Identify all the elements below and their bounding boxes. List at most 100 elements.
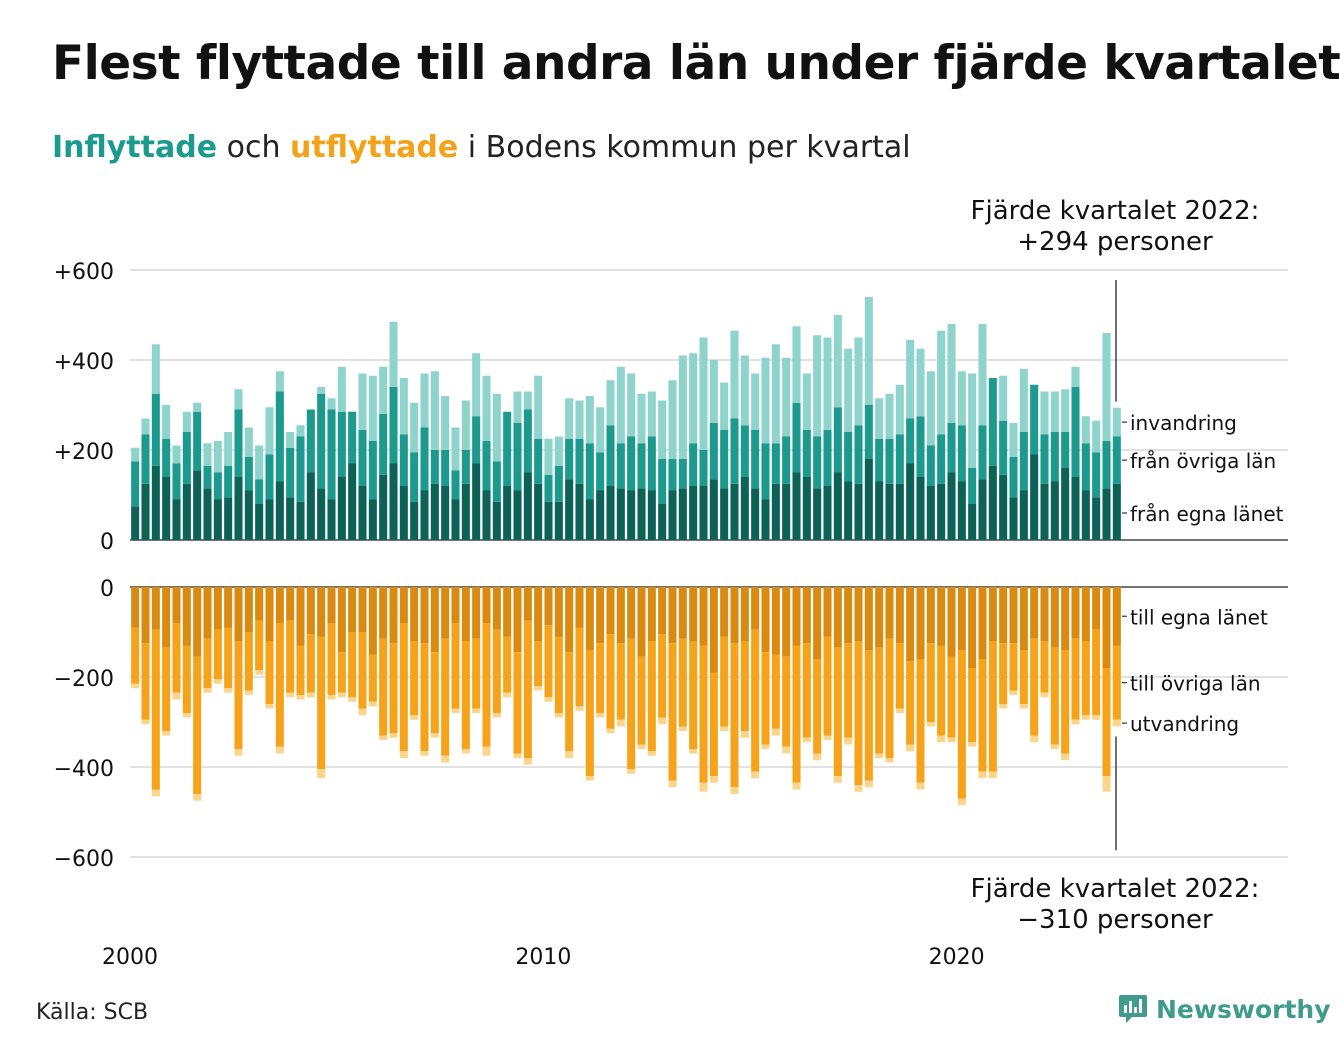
bar-out-other-counties — [596, 643, 605, 713]
bar-out-own-county — [193, 587, 202, 657]
bar-in-immigration — [844, 348, 853, 432]
bar-out-emigration — [1092, 715, 1101, 720]
bar-out-other-counties — [151, 629, 160, 790]
bar-in-other-counties — [337, 411, 346, 477]
bar-out-emigration — [575, 706, 584, 711]
bar-out-own-county — [286, 587, 295, 621]
bar-in-other-counties — [534, 438, 543, 484]
bar-out-own-county — [575, 587, 584, 628]
bar-out-own-county — [751, 587, 760, 630]
bar-in-own-county — [141, 483, 150, 540]
bar-in-immigration — [792, 326, 801, 403]
bar-in-other-counties — [916, 416, 925, 477]
bar-out-other-counties — [203, 638, 212, 689]
bar-out-own-county — [616, 587, 625, 644]
bar-out-emigration — [1112, 719, 1121, 727]
bar-in-other-counties — [937, 434, 946, 484]
bar-in-own-county — [193, 470, 202, 540]
y-tick-label-top: +600 — [54, 260, 114, 285]
bar-out-emigration — [637, 744, 646, 749]
bar-in-other-counties — [296, 436, 305, 502]
bar-in-own-county — [916, 477, 925, 540]
bar-out-other-counties — [162, 647, 171, 731]
series-label-in: invandring — [1130, 411, 1237, 435]
bar-out-own-county — [348, 587, 357, 632]
bar-out-emigration — [327, 695, 336, 700]
bar-out-other-counties — [792, 645, 801, 783]
bar-out-other-counties — [740, 641, 749, 731]
bar-in-immigration — [627, 373, 636, 437]
bar-in-immigration — [1040, 391, 1049, 435]
bar-out-other-counties — [730, 643, 739, 788]
bar-out-own-county — [709, 587, 718, 673]
bar-in-immigration — [286, 432, 295, 448]
bar-out-own-county — [131, 587, 140, 628]
subtitle-och: och — [217, 130, 290, 165]
bar-out-own-county — [399, 587, 408, 623]
bar-in-own-county — [1040, 483, 1049, 540]
bar-in-other-counties — [678, 459, 687, 489]
bar-in-other-counties — [668, 459, 677, 491]
bar-out-emigration — [151, 789, 160, 797]
bar-out-own-county — [771, 587, 780, 655]
bar-in-immigration — [709, 360, 718, 423]
bar-in-own-county — [1102, 488, 1111, 540]
bar-out-other-counties — [782, 656, 791, 747]
bar-out-own-county — [585, 587, 594, 650]
bar-out-own-county — [968, 587, 977, 668]
bar-in-own-county — [813, 488, 822, 540]
bar-out-emigration — [978, 771, 987, 779]
bar-out-emigration — [585, 776, 594, 781]
series-label-out: till övriga län — [1130, 672, 1261, 696]
bar-out-emigration — [699, 782, 708, 792]
series-label-out: till egna länet — [1130, 605, 1268, 629]
bar-out-own-county — [1102, 587, 1111, 668]
bar-out-other-counties — [482, 623, 491, 747]
bar-in-own-county — [255, 504, 264, 540]
bar-in-own-county — [1112, 483, 1121, 540]
bar-in-immigration — [389, 321, 398, 387]
bar-in-immigration — [978, 324, 987, 426]
bar-in-other-counties — [1081, 443, 1090, 491]
bar-in-immigration — [420, 373, 429, 428]
bar-in-own-county — [761, 499, 770, 540]
bar-out-emigration — [813, 753, 822, 761]
bar-out-emigration — [492, 713, 501, 718]
bar-in-own-county — [885, 483, 894, 540]
annotation-bottom-line2: −310 personer — [1017, 905, 1213, 935]
bar-out-own-county — [544, 587, 553, 626]
bar-in-other-counties — [492, 461, 501, 502]
bar-in-own-county — [358, 486, 367, 540]
bar-out-other-counties — [441, 638, 450, 756]
bar-out-own-county — [244, 587, 253, 632]
bar-out-emigration — [647, 751, 656, 756]
bar-out-other-counties — [575, 627, 584, 707]
bar-out-emigration — [1071, 719, 1080, 725]
bar-out-other-counties — [193, 656, 202, 794]
bar-out-other-counties — [327, 623, 336, 695]
subtitle-utflyttade: utflyttade — [290, 130, 459, 165]
bar-in-own-county — [606, 486, 615, 540]
bar-out-emigration — [131, 683, 140, 689]
bar-out-own-county — [730, 587, 739, 644]
bar-out-other-counties — [926, 643, 935, 722]
bar-in-immigration — [1071, 366, 1080, 387]
bar-out-own-county — [534, 587, 543, 641]
bar-out-other-counties — [957, 650, 966, 799]
bar-out-own-county — [906, 587, 915, 662]
bar-in-other-counties — [885, 438, 894, 484]
bar-in-other-counties — [813, 436, 822, 489]
bar-in-immigration — [999, 375, 1008, 421]
bar-out-other-counties — [317, 636, 326, 770]
bar-in-own-county — [854, 483, 863, 540]
bar-in-own-county — [802, 477, 811, 540]
bar-in-own-county — [844, 481, 853, 540]
bar-in-immigration — [637, 393, 646, 444]
bar-in-own-county — [162, 477, 171, 540]
bar-in-own-county — [327, 499, 336, 540]
bar-out-emigration — [968, 742, 977, 747]
bar-in-other-counties — [906, 418, 915, 464]
bar-in-own-county — [306, 472, 315, 540]
bar-out-emigration — [348, 697, 357, 702]
